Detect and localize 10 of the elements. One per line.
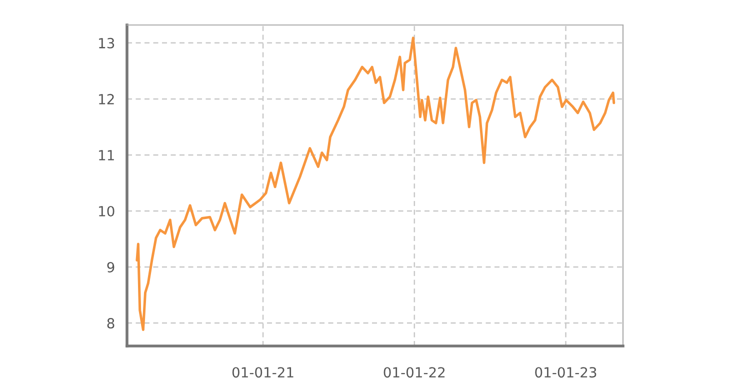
y-tick-label: 10 — [99, 206, 114, 216]
y-tick-label: 8 — [107, 318, 114, 329]
line-series — [136, 36, 616, 332]
y-tick-label: 13 — [99, 38, 114, 48]
x-tick-label: 01-01-21 — [232, 367, 294, 378]
x-tick-label: 01-01-23 — [535, 367, 596, 378]
y-tick-label: 9 — [107, 262, 114, 272]
x-tick-label: 01-01-22 — [384, 367, 445, 378]
y-tick-label: 11 — [99, 150, 114, 160]
y-tick-label: 12 — [99, 94, 114, 104]
